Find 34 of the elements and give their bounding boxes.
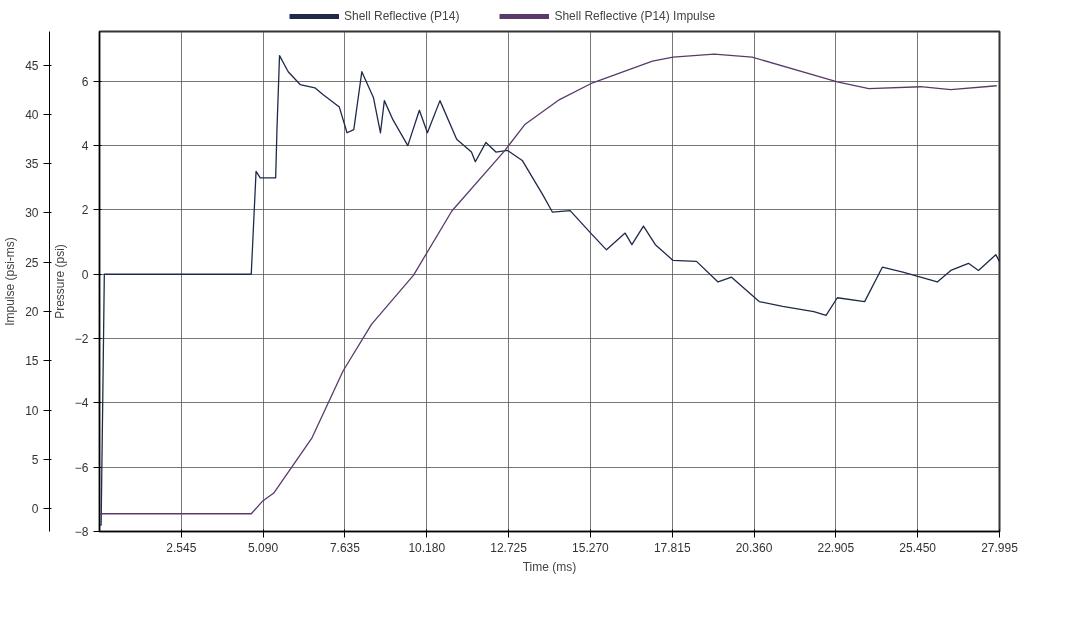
legend-label: Shell Reflective (P14) <box>344 9 460 23</box>
y-tick-label: −8 <box>74 525 89 539</box>
y-tick-label: −2 <box>74 332 89 347</box>
y-tick-label: −4 <box>74 396 89 411</box>
x-tick-label: 5.090 <box>248 540 279 555</box>
y2-tick-label: 45 <box>25 58 39 73</box>
x-tick-label: 20.360 <box>735 540 773 555</box>
y-tick-label: 2 <box>81 203 89 218</box>
x-tick-label: 22.905 <box>817 540 855 555</box>
x-axis-title: Time (ms) <box>522 559 577 574</box>
x-tick-label: 15.270 <box>572 540 610 555</box>
y-tick-label: −6 <box>74 460 89 475</box>
y2-tick-label: 10 <box>25 403 39 418</box>
y2-tick-label: 30 <box>25 206 39 221</box>
y2-tick-label: 40 <box>25 107 39 122</box>
x-tick-label: 27.995 <box>981 540 1019 555</box>
y-axis-title: Pressure (psi) <box>52 244 67 319</box>
x-tick-label: 7.635 <box>329 540 361 555</box>
y2-tick-label: 25 <box>25 255 39 270</box>
y2-tick-label: 35 <box>25 157 39 172</box>
x-tick-label: 10.180 <box>408 540 446 555</box>
legend-label: Shell Reflective (P14) Impulse <box>554 9 716 23</box>
x-tick-label: 25.450 <box>899 540 937 555</box>
y-tick-label: 0 <box>81 267 89 282</box>
y2-tick-label: 15 <box>25 354 39 369</box>
y2-tick-label: 0 <box>31 502 39 517</box>
x-tick-label: 2.545 <box>166 540 197 555</box>
y2-tick-label: 5 <box>31 453 39 468</box>
y-tick-label: 6 <box>81 74 89 89</box>
y2-tick-label: 20 <box>25 305 39 320</box>
y-tick-label: 4 <box>81 139 89 154</box>
x-tick-label: 12.725 <box>490 540 528 555</box>
y2-axis-title: Impulse (psi-ms) <box>3 237 18 326</box>
x-tick-label: 17.815 <box>653 540 691 555</box>
